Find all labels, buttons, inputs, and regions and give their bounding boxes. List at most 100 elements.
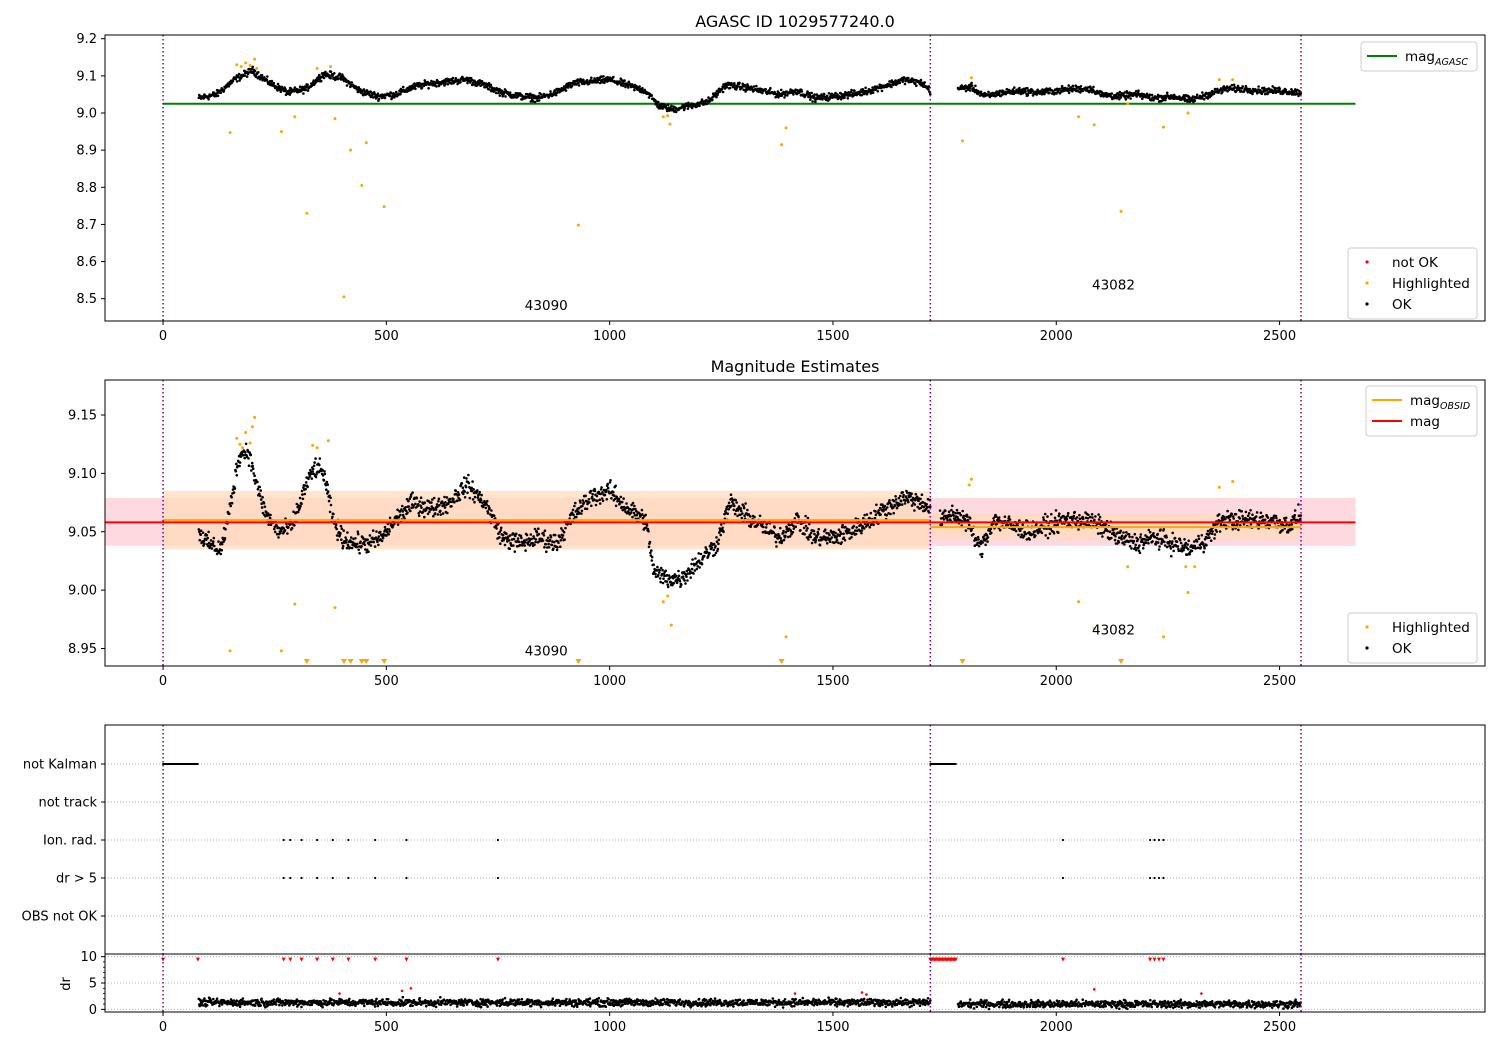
- ok-point: [346, 531, 349, 534]
- ok-point: [650, 94, 654, 97]
- ok-point: [471, 498, 475, 501]
- ok-point: [635, 513, 639, 517]
- ok-point: [582, 78, 585, 82]
- ok-point: [841, 523, 844, 527]
- ok-point: [414, 502, 417, 506]
- ok-point: [396, 523, 400, 526]
- highlighted-point: [279, 649, 283, 653]
- ok-point: [360, 544, 363, 548]
- ok-point: [199, 533, 202, 536]
- ok-point: [1124, 534, 1128, 537]
- highlighted-point: [248, 441, 252, 445]
- ok-point: [417, 514, 421, 518]
- ok-point: [612, 75, 615, 79]
- ok-point: [421, 510, 425, 514]
- ok-point: [895, 506, 899, 510]
- ok-point: [697, 552, 700, 555]
- ok-point: [494, 91, 498, 95]
- highlighted-point: [253, 415, 257, 419]
- ok-point: [350, 81, 354, 84]
- ok-point: [1208, 532, 1212, 535]
- ok-point: [340, 527, 344, 530]
- flag-category-label: not track: [38, 796, 97, 811]
- ok-point: [879, 513, 882, 516]
- ok-point: [1241, 514, 1244, 518]
- ok-point: [718, 527, 722, 530]
- flag-category-label: OBS not OK: [22, 910, 98, 925]
- ok-point: [919, 497, 922, 501]
- ok-point: [499, 542, 502, 545]
- ok-point: [1290, 523, 1294, 526]
- ok-point: [923, 81, 926, 84]
- ok-point: [1244, 84, 1248, 88]
- ok-point: [1244, 510, 1248, 514]
- ok-point: [677, 569, 680, 573]
- ok-point: [473, 495, 477, 499]
- ok-point: [588, 501, 591, 504]
- ok-point: [596, 81, 600, 84]
- highlighted-point: [311, 443, 315, 447]
- ok-point: [257, 71, 260, 74]
- ok-point: [825, 542, 829, 545]
- ok-point: [690, 567, 694, 571]
- ok-point: [1041, 88, 1044, 91]
- ok-point: [335, 534, 339, 537]
- ok-point: [1190, 549, 1194, 553]
- ok-point: [914, 81, 917, 85]
- ok-point: [452, 497, 455, 501]
- ok-point: [758, 514, 762, 518]
- ok-point: [1297, 503, 1300, 506]
- flag-point: [1157, 838, 1161, 842]
- ok-point: [1110, 92, 1114, 95]
- ok-point: [548, 538, 552, 542]
- ok-point: [555, 548, 559, 552]
- ok-point: [250, 461, 254, 465]
- ok-point: [1228, 518, 1232, 522]
- ok-point: [600, 486, 603, 489]
- ok-point: [415, 496, 419, 500]
- ok-point: [1209, 539, 1213, 542]
- ok-point: [960, 84, 964, 87]
- ok-point: [1213, 87, 1217, 91]
- ok-point: [231, 79, 235, 83]
- ok-point: [404, 506, 407, 509]
- ok-point: [1137, 89, 1140, 92]
- ok-point: [940, 523, 944, 527]
- ok-point: [336, 77, 340, 81]
- ok-point: [342, 529, 346, 532]
- flag-point: [1061, 838, 1065, 842]
- ok-point: [1197, 534, 1200, 538]
- ok-point: [764, 88, 767, 91]
- ok-point: [726, 512, 729, 515]
- ok-point: [598, 502, 602, 505]
- ok-point: [580, 509, 584, 513]
- ok-point: [370, 540, 373, 544]
- ok-point: [458, 498, 462, 502]
- ok-point: [1018, 86, 1021, 90]
- ok-point: [428, 510, 431, 513]
- ok-point: [430, 501, 433, 504]
- ok-point: [601, 78, 605, 81]
- ok-point: [1171, 531, 1174, 535]
- legend-dot-swatch: [1365, 260, 1369, 264]
- ok-point: [258, 485, 262, 489]
- ok-point: [955, 508, 959, 512]
- ok-point: [338, 72, 342, 76]
- flag-point: [1148, 838, 1152, 842]
- ok-point: [677, 574, 681, 578]
- ok-point: [259, 498, 263, 501]
- ok-point: [674, 574, 678, 578]
- ok-point: [986, 536, 990, 539]
- ok-point: [478, 490, 482, 494]
- ok-point: [906, 491, 909, 494]
- legend-label: not OK: [1392, 255, 1439, 271]
- ok-point: [710, 546, 714, 549]
- ok-point: [883, 504, 887, 508]
- ok-point: [525, 533, 529, 537]
- ok-point: [372, 540, 376, 544]
- ok-point: [1124, 98, 1128, 101]
- ok-point: [354, 537, 357, 540]
- ok-point: [1013, 86, 1016, 89]
- ok-point: [1156, 532, 1159, 536]
- ok-point: [316, 79, 320, 83]
